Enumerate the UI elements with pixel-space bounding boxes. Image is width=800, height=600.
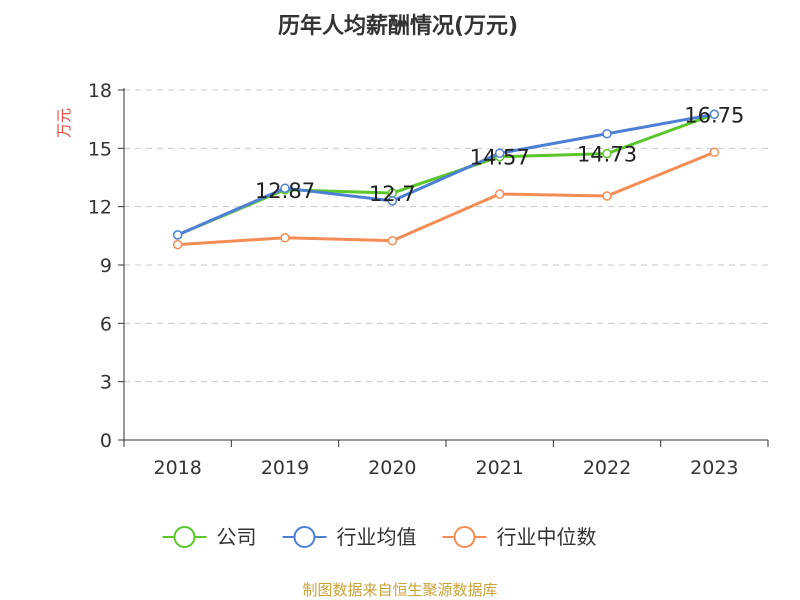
y-tick-label: 6	[100, 313, 112, 335]
data-point	[172, 230, 183, 240]
data-label: 12.87	[255, 179, 315, 203]
y-tick-label: 15	[88, 138, 112, 160]
chart-title: 历年人均薪酬情况(万元)	[278, 13, 518, 39]
x-tick-label: 2023	[690, 457, 738, 479]
x-tick-label: 2018	[153, 457, 201, 479]
legend-marker-circle	[173, 526, 196, 548]
series-line-2	[177, 150, 715, 247]
data-point	[387, 235, 398, 246]
x-tick-label: 2019	[261, 457, 309, 479]
data-point	[494, 189, 505, 199]
grid	[124, 89, 768, 383]
data-label: 12.7	[369, 182, 416, 206]
data-label: 14.73	[577, 143, 637, 167]
legend-marker-circle	[453, 526, 476, 548]
data-point	[494, 148, 505, 158]
legend-label: 行业中位数	[497, 525, 597, 549]
data-point	[172, 239, 183, 250]
x-ticks: 2018 2019 2020 2021 2022 2023	[123, 440, 769, 479]
y-tick-label: 9	[100, 255, 112, 277]
data-label: 14.57	[470, 146, 530, 170]
data-point	[602, 129, 612, 139]
x-tick-label: 2021	[475, 457, 523, 479]
data-point	[280, 183, 290, 193]
y-axis-label: 万元	[55, 108, 73, 138]
y-tick-label: 0	[100, 430, 112, 452]
source-note: 制图数据来自恒生聚源数据库	[302, 581, 497, 599]
data-point	[602, 191, 612, 201]
legend-marker-circle	[293, 526, 316, 548]
x-tick-label: 2020	[368, 457, 416, 479]
legend-label: 行业均值	[337, 525, 417, 549]
data-point	[602, 148, 612, 159]
axes	[123, 88, 768, 441]
series-line-1	[177, 112, 715, 237]
y-tick-label: 3	[100, 372, 112, 394]
data-point	[280, 233, 290, 243]
data-point	[709, 147, 720, 157]
y-tick-label: 12	[88, 197, 112, 219]
data-label: 16.75	[684, 103, 744, 127]
x-tick-label: 2022	[583, 457, 631, 479]
series-group	[172, 109, 720, 250]
legend: 公司 行业均值 行业中位数	[162, 525, 597, 549]
data-point	[387, 196, 398, 206]
legend-label: 公司	[217, 525, 257, 549]
data-point	[709, 109, 720, 120]
y-tick-label: 18	[88, 80, 112, 102]
y-ticks: 0 3 6 9 12 15 18	[88, 80, 124, 452]
data-labels: 12.87 12.7 14.57 14.73 16.75	[255, 103, 744, 206]
